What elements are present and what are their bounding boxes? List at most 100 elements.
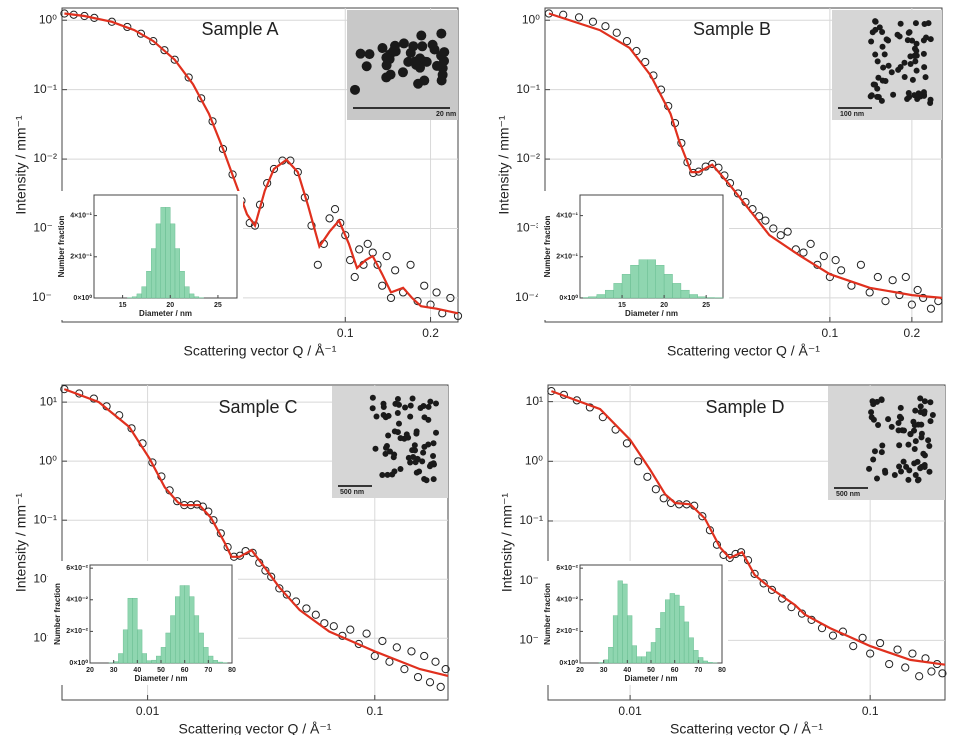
tem-particle [402, 404, 409, 411]
tem-particle [912, 472, 919, 479]
x-axis-title: Scattering vector Q / Å⁻¹ [184, 343, 337, 359]
tem-particle [385, 412, 392, 419]
tem-particle [868, 414, 875, 421]
y-tick-label: 10⁻⁴ [515, 290, 540, 304]
histogram-bar [588, 296, 598, 299]
data-point [901, 663, 910, 672]
data-point [866, 649, 875, 658]
data-point [831, 256, 840, 265]
tem-particle [878, 396, 885, 403]
data-point [325, 214, 334, 223]
data-point [659, 494, 668, 503]
tem-particle [907, 53, 914, 60]
inset-x-tick-label: 30 [600, 667, 608, 674]
tem-particle [927, 36, 934, 43]
tem-particle [872, 18, 879, 25]
data-point [919, 293, 928, 303]
tem-particle [872, 51, 879, 58]
tem-particle [416, 30, 427, 41]
y-tick-label: 10⁻³ [519, 632, 543, 646]
data-point [373, 260, 382, 269]
data-point [425, 678, 435, 687]
tem-particle [912, 58, 919, 65]
tem-particle [905, 441, 912, 448]
histogram-bar [127, 597, 133, 664]
x-tick-label: 0.1 [822, 326, 839, 340]
tem-particle [369, 394, 376, 401]
tem-particle [878, 449, 885, 456]
tem-particle [920, 450, 927, 457]
tem-particle [391, 428, 398, 435]
data-point [362, 629, 371, 638]
x-tick-label: 0.2 [422, 326, 439, 340]
inset-y-tick-label: 0×10⁰ [559, 294, 578, 302]
tem-particle [896, 463, 903, 470]
tem-particle [397, 67, 408, 78]
y-axis-title: Intensity / mm⁻¹ [13, 115, 29, 215]
inset-x-tick-label: 20 [86, 667, 94, 674]
histogram-bar [179, 271, 185, 299]
tem-particle [914, 477, 921, 484]
tem-particle [403, 431, 410, 438]
inset-y-tick-label: 0×10⁰ [69, 659, 88, 667]
tem-particle [413, 78, 424, 89]
tem-particle [895, 419, 902, 426]
scale-label: 500 nm [836, 491, 860, 498]
inset-x-tick-label: 70 [204, 667, 212, 674]
data-point [170, 55, 179, 64]
tem-particle [417, 41, 428, 52]
data-point [275, 584, 284, 593]
tem-particle [875, 422, 882, 429]
y-tick-label: 10⁻² [519, 573, 543, 587]
y-tick-label: 10⁻² [516, 151, 540, 165]
tem-particle [904, 96, 911, 103]
histogram-bar [641, 656, 647, 664]
chart-title: Sample C [218, 397, 297, 417]
tem-particle [925, 437, 932, 444]
tem-particle [385, 69, 396, 80]
tem-particle [379, 471, 386, 478]
inset-y-title: Number fraction [57, 216, 66, 278]
histogram-bar [613, 283, 623, 299]
tem-particle [925, 20, 932, 27]
tem-particle [897, 63, 904, 70]
data-point [441, 665, 450, 674]
fit-line [551, 390, 946, 666]
data-point [601, 22, 610, 31]
tem-particle [927, 418, 934, 425]
tem-particle [876, 24, 883, 31]
histogram-bar [680, 289, 690, 299]
data-point [386, 293, 396, 303]
y-tick-label: 10⁰ [525, 453, 543, 467]
histogram-bar [132, 597, 138, 664]
tem-particle [380, 404, 387, 411]
data-point [392, 643, 401, 652]
tem-particle [384, 471, 391, 478]
data-point [837, 266, 846, 275]
histogram-bar [165, 632, 171, 664]
inset-x-tick-label: 70 [694, 667, 702, 674]
tem-particle [907, 430, 914, 437]
data-point [269, 164, 279, 174]
data-point [819, 252, 828, 261]
tem-particle [390, 454, 397, 461]
data-point [302, 604, 311, 613]
inset-y-tick-label: 2×10⁻² [556, 628, 578, 635]
inset-y-tick-label: 0×10⁰ [559, 659, 578, 667]
histogram-bar [679, 605, 685, 664]
tem-particle [878, 97, 885, 104]
data-point [60, 385, 69, 394]
tem-particle [417, 404, 424, 411]
inset-y-tick-label: 4×10⁻¹ [70, 212, 92, 219]
histogram-bar [674, 594, 680, 664]
data-point [875, 638, 885, 648]
data-point [783, 227, 792, 236]
y-axis-title: Intensity / mm⁻¹ [13, 493, 29, 593]
inset-x-tick-label: 80 [718, 667, 726, 674]
data-point [828, 631, 838, 640]
tem-particle [423, 477, 430, 484]
data-point [136, 29, 146, 38]
tem-particle [872, 81, 879, 88]
data-point [938, 669, 947, 678]
